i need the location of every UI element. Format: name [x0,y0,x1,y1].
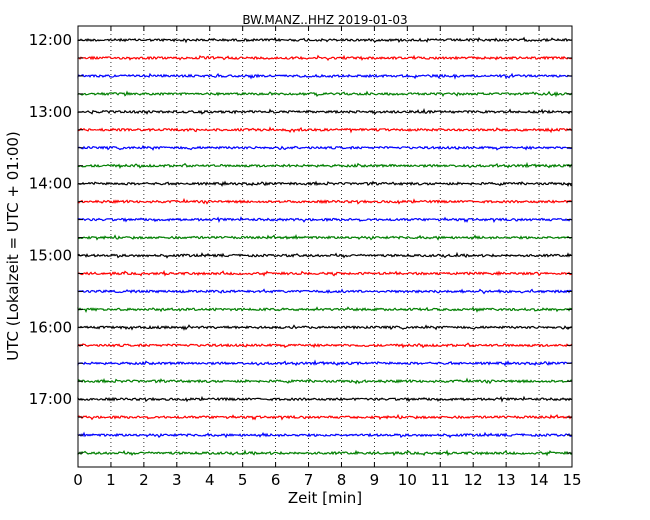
x-tick-label: 5 [238,471,248,489]
seismic-trace [77,54,573,62]
y-tick-labels: 12:00 13:00 14:00 15:00 16:00 17:00 [29,31,72,408]
x-tick-label: 4 [205,471,215,489]
seismic-trace [77,197,573,205]
x-tick-label: 1 [106,471,116,489]
seismic-trace [77,251,573,259]
chart-title: BW.MANZ..HHZ 2019-01-03 [242,13,407,27]
x-tick-label: 7 [304,471,314,489]
seismic-trace [77,72,573,80]
y-tick-label: 12:00 [29,31,72,49]
x-tick-label: 8 [337,471,347,489]
seismic-trace [77,144,573,151]
seismic-trace [77,269,573,277]
seismic-traces [77,36,573,457]
x-tick-labels: 0 1 2 3 4 5 6 7 8 9 10 11 12 13 14 15 [73,471,581,489]
plot-frame [77,25,573,468]
seismic-trace [77,324,573,331]
x-tick-label: 6 [271,471,281,489]
seismic-trace [77,36,573,44]
seismic-trace [77,431,573,439]
seismic-trace [77,306,573,313]
y-axis-label: UTC (Lokalzeit = UTC + 01:00) [4,131,22,361]
seismic-trace [77,413,573,421]
x-axis-label: Zeit [min] [288,489,362,507]
seismic-trace [77,377,573,385]
seismic-trace [77,449,573,457]
x-tick-label: 12 [464,471,483,489]
seismic-trace [77,288,573,295]
x-tick-label: 11 [431,471,450,489]
seismic-trace [77,342,573,349]
y-tick-label: 15:00 [29,247,72,265]
seismic-trace [77,395,573,403]
seismic-trace [77,359,573,367]
x-tick-label: 13 [497,471,516,489]
axis-ticks [77,26,573,467]
x-tick-label: 10 [398,471,417,489]
x-tick-label: 3 [172,471,182,489]
y-tick-label: 13:00 [29,103,72,121]
seismic-trace [77,216,573,224]
seismic-trace [77,161,573,170]
seismic-trace [77,180,573,187]
seismic-trace [77,126,573,134]
grid-lines [110,26,540,467]
y-tick-label: 16:00 [29,318,72,336]
x-tick-label: 15 [562,471,581,489]
seismic-trace [77,90,573,98]
y-tick-label: 17:00 [29,390,72,408]
y-tick-label: 14:00 [29,175,72,193]
x-tick-label: 9 [370,471,380,489]
seismic-trace [77,108,573,115]
x-tick-label: 2 [139,471,149,489]
seismic-trace [77,233,573,241]
x-tick-label: 14 [530,471,549,489]
x-tick-label: 0 [73,471,83,489]
